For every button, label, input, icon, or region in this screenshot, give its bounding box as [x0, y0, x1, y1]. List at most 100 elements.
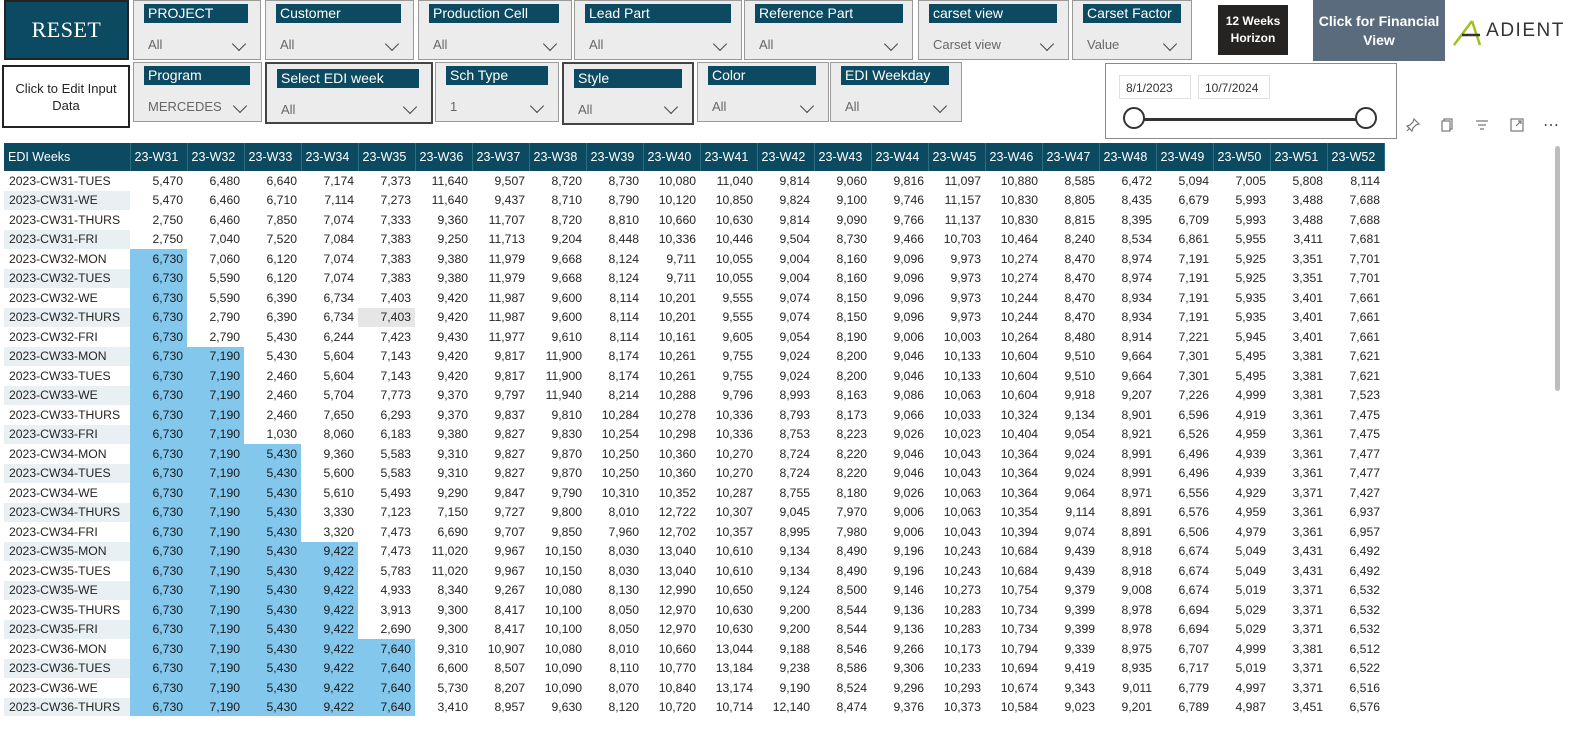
- table-cell[interactable]: 6,730: [130, 249, 187, 269]
- table-cell[interactable]: 10,090: [544, 661, 582, 676]
- table-cell[interactable]: 9,267: [494, 583, 526, 598]
- row-label[interactable]: 2023-CW34-TUES: [4, 463, 130, 483]
- table-cell[interactable]: 6,532: [1349, 583, 1381, 598]
- table-cell[interactable]: 2,460: [266, 407, 298, 422]
- table-cell[interactable]: 10,734: [1000, 602, 1038, 617]
- vertical-scrollbar[interactable]: [1555, 146, 1560, 391]
- table-cell[interactable]: 10,674: [1000, 680, 1038, 695]
- table-cell[interactable]: 10,794: [1000, 641, 1038, 656]
- table-cell[interactable]: 7,143: [380, 368, 412, 383]
- table-cell[interactable]: 10,352: [658, 485, 696, 500]
- table-cell[interactable]: 3,410: [437, 700, 469, 715]
- horizon-12-weeks-button[interactable]: 12 Weeks Horizon: [1218, 5, 1288, 55]
- table-cell[interactable]: 3,488: [1292, 212, 1324, 227]
- table-cell[interactable]: 10,063: [943, 388, 981, 403]
- table-cell[interactable]: 9,360: [323, 446, 355, 461]
- table-cell[interactable]: 5,430: [266, 349, 298, 364]
- table-cell[interactable]: 5,610: [323, 485, 355, 500]
- table-cell[interactable]: 7,114: [324, 193, 354, 208]
- table-cell[interactable]: 6,492: [1349, 563, 1381, 578]
- table-cell[interactable]: 8,753: [779, 427, 811, 442]
- table-cell[interactable]: 10,273: [943, 583, 981, 598]
- table-cell[interactable]: 5,583: [380, 466, 412, 481]
- table-cell[interactable]: 4,959: [1235, 505, 1267, 520]
- table-cell[interactable]: 9,200: [779, 622, 811, 637]
- slicer-reference-part[interactable]: Reference Part All: [744, 0, 913, 60]
- table-cell[interactable]: 10,278: [658, 407, 696, 422]
- table-cell[interactable]: 10,364: [1000, 446, 1038, 461]
- table-cell[interactable]: 9,380: [437, 271, 469, 286]
- table-cell[interactable]: 6,120: [266, 251, 298, 266]
- table-cell[interactable]: 7,190: [187, 697, 244, 716]
- table-cell[interactable]: 8,991: [1121, 446, 1153, 461]
- table-cell[interactable]: 9,379: [1064, 583, 1096, 598]
- table-cell[interactable]: 5,955: [1235, 232, 1267, 247]
- table-cell[interactable]: 6,120: [266, 271, 298, 286]
- table-cell[interactable]: 9,630: [551, 700, 583, 715]
- table-cell[interactable]: 7,150: [437, 505, 469, 520]
- table-cell[interactable]: 7,661: [1349, 290, 1381, 305]
- table-cell[interactable]: 5,430: [266, 329, 298, 344]
- slicer-edi-weekday[interactable]: EDI Weekday All: [830, 62, 962, 122]
- table-cell[interactable]: 4,933: [380, 583, 412, 598]
- table-cell[interactable]: 8,991: [1121, 466, 1153, 481]
- table-cell[interactable]: 8,730: [836, 232, 868, 247]
- table-cell[interactable]: 10,055: [715, 271, 753, 286]
- table-cell[interactable]: 2,460: [266, 368, 298, 383]
- table-cell[interactable]: 10,080: [544, 583, 582, 598]
- table-cell[interactable]: 9,510: [1064, 368, 1096, 383]
- table-cell[interactable]: 9,114: [1065, 505, 1095, 520]
- table-cell[interactable]: 9,074: [779, 290, 811, 305]
- table-cell[interactable]: 11,020: [431, 544, 468, 559]
- table-cell[interactable]: 7,473: [380, 524, 412, 539]
- table-cell[interactable]: 8,730: [608, 173, 640, 188]
- table-cell[interactable]: 5,430: [244, 600, 301, 620]
- table-cell[interactable]: 10,840: [658, 680, 696, 695]
- table-cell[interactable]: 5,430: [244, 658, 301, 678]
- table-cell[interactable]: 5,019: [1235, 583, 1267, 598]
- table-cell[interactable]: 8,544: [836, 622, 868, 637]
- table-cell[interactable]: 7,773: [380, 388, 412, 403]
- table-cell[interactable]: 8,240: [1064, 232, 1096, 247]
- table-cell[interactable]: 8,124: [608, 251, 640, 266]
- chevron-down-icon[interactable]: [231, 36, 247, 52]
- table-cell[interactable]: 10,063: [943, 485, 981, 500]
- row-label[interactable]: 2023-CW33-FRI: [4, 424, 130, 444]
- table-cell[interactable]: 11,137: [944, 212, 981, 227]
- table-cell[interactable]: 6,789: [1178, 700, 1210, 715]
- table-cell[interactable]: 8,010: [608, 505, 640, 520]
- table-cell[interactable]: 8,793: [779, 407, 811, 422]
- chevron-down-icon[interactable]: [1162, 36, 1178, 52]
- table-cell[interactable]: 10,283: [943, 602, 981, 617]
- table-cell[interactable]: 8,030: [608, 544, 640, 559]
- table-cell[interactable]: 8,921: [1121, 427, 1153, 442]
- table-cell[interactable]: 7,190: [187, 561, 244, 581]
- table-cell[interactable]: 9,422: [301, 639, 358, 659]
- table-cell[interactable]: 11,977: [488, 329, 525, 344]
- table-cell[interactable]: 10,244: [1000, 310, 1038, 325]
- table-cell[interactable]: 7,190: [187, 678, 244, 698]
- table-cell[interactable]: 10,003: [943, 329, 981, 344]
- table-cell[interactable]: 7,960: [608, 524, 640, 539]
- table-cell[interactable]: 9,046: [893, 446, 925, 461]
- table-cell[interactable]: 11,157: [944, 193, 981, 208]
- table-cell[interactable]: 10,364: [1000, 485, 1038, 500]
- table-cell[interactable]: 7,383: [380, 232, 412, 247]
- table-cell[interactable]: 12,140: [772, 700, 810, 715]
- table-cell[interactable]: 10,288: [658, 388, 696, 403]
- table-cell[interactable]: 9,422: [301, 678, 358, 698]
- table-cell[interactable]: 9,399: [1064, 602, 1096, 617]
- table-cell[interactable]: 6,730: [130, 580, 187, 600]
- table-cell[interactable]: 10,023: [943, 427, 981, 442]
- table-cell[interactable]: 3,361: [1292, 505, 1324, 520]
- pin-icon[interactable]: [1402, 114, 1424, 136]
- table-cell[interactable]: 9,847: [494, 485, 526, 500]
- table-cell[interactable]: 7,301: [1178, 368, 1210, 383]
- table-cell[interactable]: 9,290: [437, 485, 469, 500]
- table-cell[interactable]: 8,914: [1121, 329, 1153, 344]
- table-cell[interactable]: 9,134: [779, 563, 811, 578]
- table-cell[interactable]: 3,361: [1292, 466, 1324, 481]
- table-cell[interactable]: 10,734: [1000, 622, 1038, 637]
- table-cell[interactable]: 9,610: [551, 329, 583, 344]
- table-cell[interactable]: 6,730: [130, 697, 187, 716]
